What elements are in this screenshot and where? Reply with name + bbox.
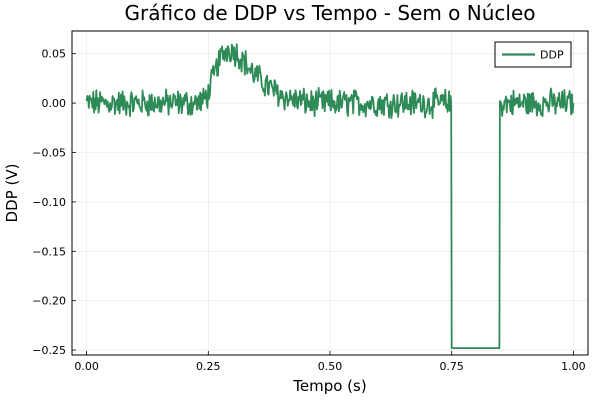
series-layer: [85, 43, 575, 349]
x-axis-label: Tempo (s): [292, 377, 366, 395]
grid-lines: [72, 31, 588, 355]
y-axis-ticks: 0.05 0.00 −0.05 −0.10 −0.15 −0.20 −0.25: [32, 48, 76, 357]
chart-title: Gráfico de DDP vs Tempo - Sem o Núcleo: [125, 1, 536, 25]
x-tick-label: 0.25: [196, 360, 221, 373]
y-tick-label: −0.05: [32, 147, 66, 160]
x-tick-label: 0.00: [74, 360, 99, 373]
y-tick-label: −0.25: [32, 344, 66, 357]
y-tick-label: 0.00: [42, 97, 67, 110]
y-tick-label: −0.10: [32, 196, 66, 209]
x-tick-label: 0.75: [439, 360, 464, 373]
series-line-ddp: [85, 43, 575, 349]
y-tick-label: 0.05: [42, 48, 67, 61]
x-axis-ticks: 0.00 0.25 0.50 0.75 1.00: [74, 351, 586, 373]
x-tick-label: 0.50: [318, 360, 343, 373]
y-tick-label: −0.15: [32, 245, 66, 258]
legend: DDP: [494, 41, 572, 68]
x-tick-label: 1.00: [561, 360, 586, 373]
y-axis-label: DDP (V): [3, 164, 21, 223]
y-tick-label: −0.20: [32, 295, 66, 308]
legend-label-ddp: DDP: [540, 49, 564, 62]
